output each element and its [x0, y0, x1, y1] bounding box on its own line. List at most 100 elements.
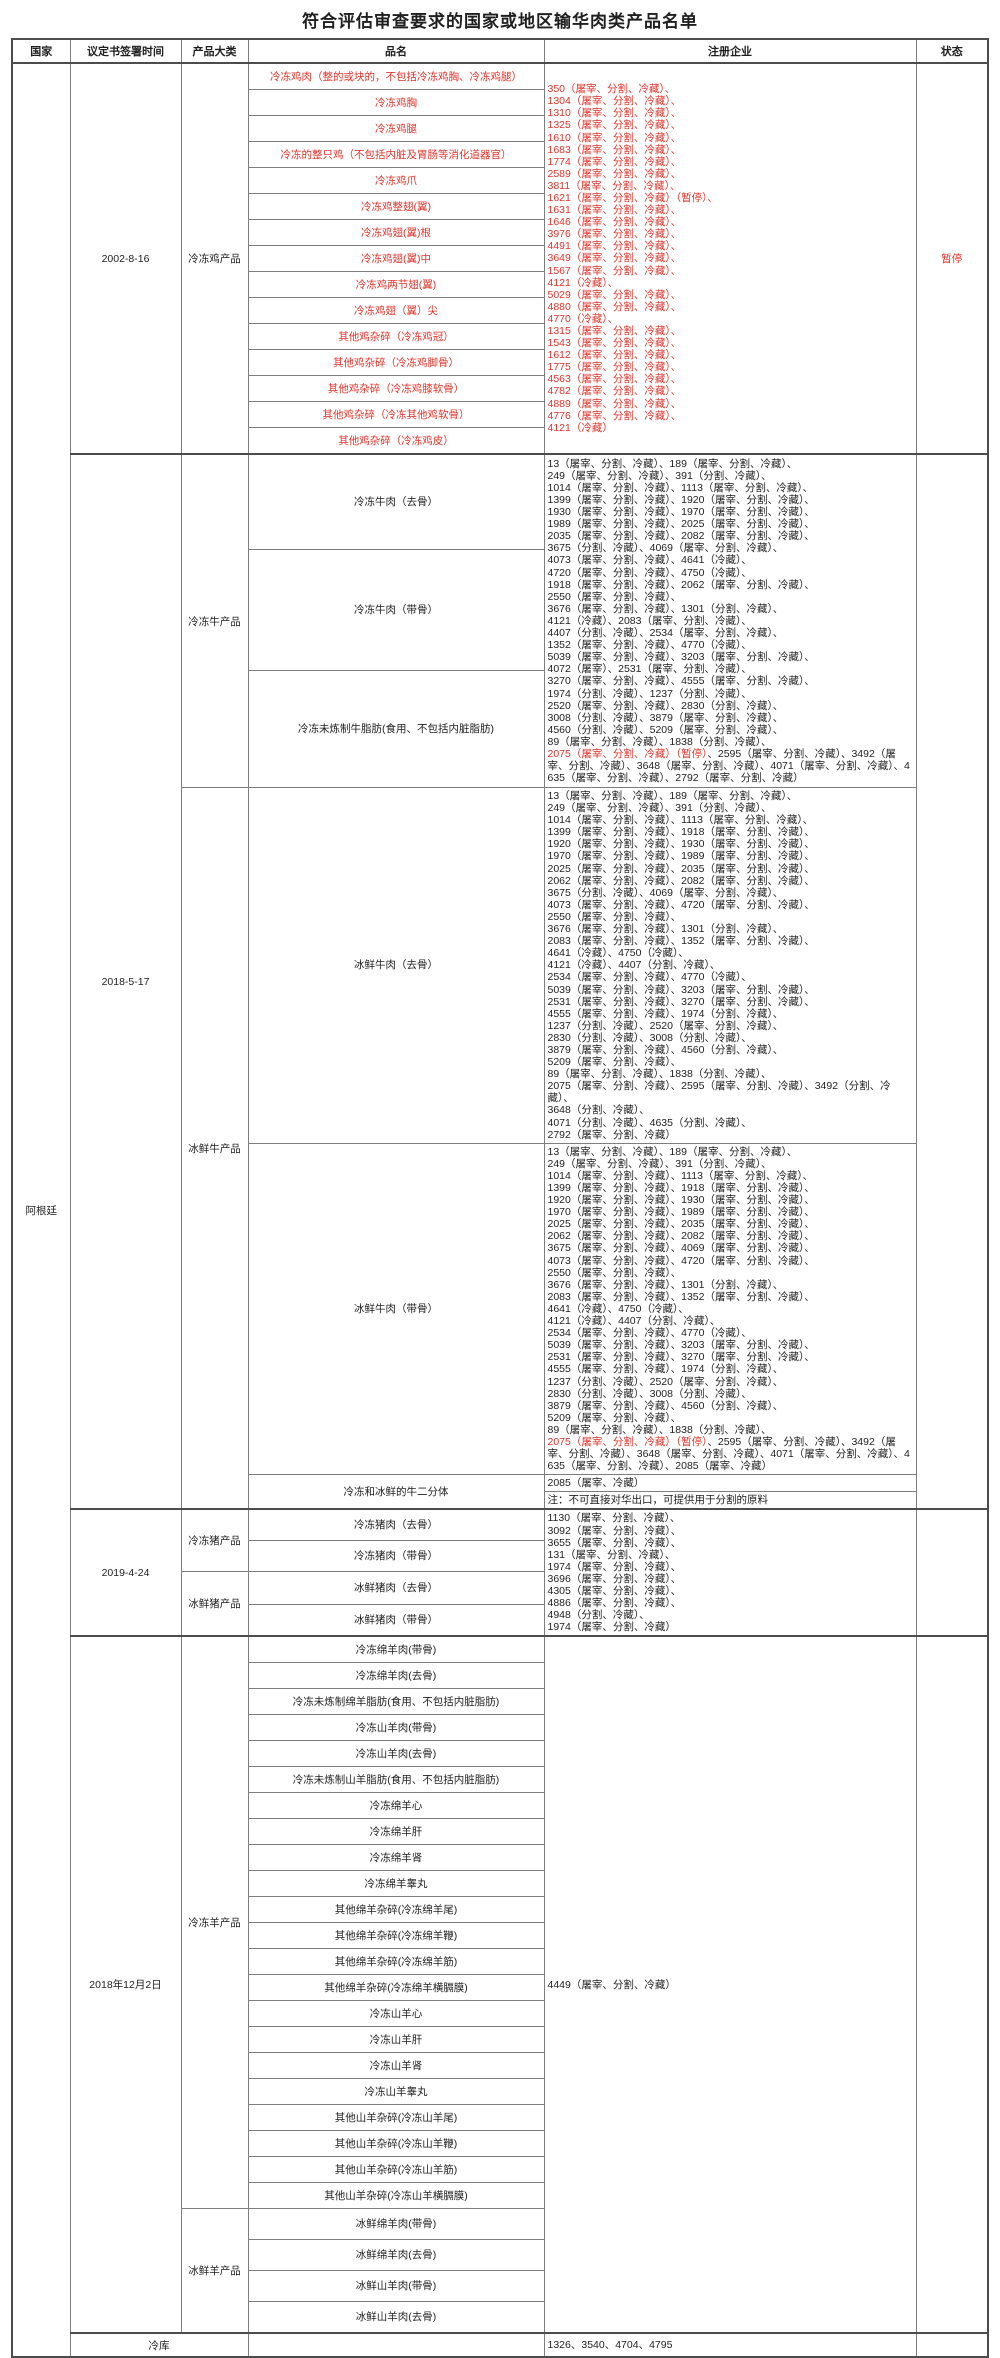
date-cell: 2018-5-17	[69, 452, 182, 1510]
product-name-cell: 其他鸡杂碎（冷冻鸡皮）	[247, 427, 545, 455]
product-name-cell: 冷冻绵羊肉(去骨)	[247, 1662, 545, 1690]
product-name-cell: 冷冻未炼制山羊脂肪(食用、不包括内脏脂肪)	[247, 1766, 545, 1794]
column-header: 状态	[915, 38, 989, 64]
product-name-cell: 其他绵羊杂碎(冷冻绵羊鞭)	[247, 1922, 545, 1950]
table-row: 其他绵羊杂碎(冷冻绵羊筋)	[12, 1948, 988, 1976]
enterprise-cell: 13（屠宰、分割、冷藏）、189（屠宰、分割、冷藏）、 249（屠宰、分割、冷藏…	[543, 1142, 917, 1476]
category-cell: 冰鲜羊产品	[180, 2208, 249, 2334]
category-cell: 冷冻猪产品	[180, 1508, 249, 1573]
product-name-cell: 冷冻未炼制绵羊脂肪(食用、不包括内脏脂肪)	[247, 1688, 545, 1716]
table-row: 冰鲜牛肉（带骨） 13（屠宰、分割、冷藏）、189（屠宰、分割、冷藏）、 249（…	[12, 1142, 988, 1476]
table-row: 2019-4-24 冷冻猪产品 冷冻猪肉（去骨） 1130（屠宰、分割、冷藏）、 30…	[12, 1508, 989, 1637]
product-name-cell: 冷冻未炼制牛脂肪(食用、不包括内脏脂肪)	[247, 670, 545, 788]
product-name-cell: 其他鸡杂碎（冷冻其他鸡软骨）	[247, 401, 545, 428]
enterprise-text: 2085（屠宰、冷藏）	[547, 1477, 645, 1490]
product-name-cell: 冷冻绵羊心	[247, 1792, 545, 1820]
product-name-cell: 其他山羊杂碎(冷冻山羊筋)	[247, 2156, 545, 2184]
products-table: 国家 议定书签署时间 产品大类 品名 注册企业 状态 阿根廷 2002-8-16 冷冻鸡产品冷…	[11, 38, 989, 2358]
table-row: 其他山羊杂碎(冷冻山羊筋)	[12, 2156, 988, 2184]
enterprise-text: 、2595（屠宰、分割、冷藏）、3492（屠宰、分割、冷藏）、3648（屠宰、分…	[547, 1435, 910, 1473]
product-name-cell: 冰鲜猪肉（带骨）	[247, 1604, 545, 1637]
status-cell	[915, 1508, 989, 1637]
table-header: 国家 议定书签署时间 产品大类 品名 注册企业 状态	[11, 38, 989, 64]
enterprise-cell: 1130（屠宰、分割、冷藏）、 3092（屠宰、分割、冷藏）、 3655（屠宰、…	[543, 1508, 917, 1637]
enterprise-cell: 注：不可直接对华出口，可提供用于分割的原料	[543, 1491, 917, 1510]
table-row: 其他绵羊杂碎(冷冻绵羊横膈膜)	[12, 1974, 988, 2002]
table-row: 冰鲜猪产品 冰鲜猪肉（去骨）	[12, 1571, 988, 1637]
table-row: 阿根廷 2002-8-16 冷冻鸡产品 冷冻鸡肉（整的或块的，不包括冷冻鸡胸、冷冻鸡腿…	[11, 61, 989, 2358]
table-row: 冷冻和冰鲜的牛二分体 2085（屠宰、冷藏）	[12, 1474, 988, 1510]
category-cell: 冰鲜牛产品	[180, 787, 249, 1510]
column-header: 产品大类	[180, 38, 249, 64]
product-name-cell: 冰鲜牛肉（带骨）	[247, 1142, 545, 1476]
enterprise-cell: 13（屠宰、分割、冷藏）、189（屠宰、分割、冷藏）、 249（屠宰、分割、冷藏…	[543, 453, 917, 788]
table-row: 其他鸡杂碎（冷冻鸡脚骨）	[12, 349, 988, 376]
column-header: 国家	[11, 38, 71, 64]
product-name-cell: 冰鲜猪肉（去骨）	[247, 1571, 545, 1606]
table-row: 冷冻鸡爪	[12, 167, 988, 194]
product-name-cell: 冷冻山羊睾丸	[247, 2078, 545, 2106]
enterprise-text: 1130（屠宰、分割、冷藏）、 3092（屠宰、分割、冷藏）、 3655（屠宰、…	[547, 1512, 682, 1634]
enterprise-text: 13（屠宰、分割、冷藏）、189（屠宰、分割、冷藏）、 249（屠宰、分割、冷藏…	[547, 790, 891, 1141]
table-row: 冷冻绵羊心	[12, 1792, 988, 1820]
product-name-cell: 冷冻山羊肝	[247, 2026, 545, 2054]
country-cell: 阿根廷	[11, 61, 71, 2358]
table-row: 冷冻鸡两节翅(翼)	[12, 271, 988, 298]
product-name-cell: 冷冻鸡两节翅(翼)	[247, 271, 545, 298]
enterprise-text: 350（屠宰、分割、冷藏）、 1304（屠宰、分割、冷藏）、 1310（屠宰、分…	[547, 83, 718, 434]
enterprise-cell: 2085（屠宰、冷藏）	[543, 1474, 917, 1493]
product-name-cell: 冷冻牛肉（带骨）	[247, 549, 545, 671]
enterprise-text: 2075（屠宰、分割、冷藏）（暂停）	[547, 1435, 708, 1448]
table-row: 2018年12月2日 冷冻羊产品 冷冻绵羊肉(带骨) 4449（屠宰、分割、冷藏）	[12, 1635, 989, 2334]
product-name-cell: 其他绵羊杂碎(冷冻绵羊横膈膜)	[247, 1974, 545, 2002]
table-row: 冷冻未炼制牛脂肪(食用、不包括内脏脂肪)	[12, 670, 988, 788]
table-row: 冷冻绵羊肉(去骨)	[12, 1662, 988, 1690]
category-cell: 冷冻牛产品	[180, 453, 249, 788]
enterprise-cell: 4449（屠宰、分割、冷藏）	[543, 1635, 917, 2334]
table-row: 冷冻鸡腿	[12, 115, 988, 142]
table-row: 其他鸡杂碎（冷冻鸡皮）	[12, 427, 988, 455]
cold-store-label-cell: 冷库	[69, 2332, 249, 2358]
product-name-cell: 冷冻绵羊肾	[247, 1844, 545, 1872]
table-row: 其他鸡杂碎（冷冻鸡冠）	[12, 323, 988, 350]
table-row: 冰鲜猪肉（带骨）	[12, 1604, 988, 1637]
product-name-cell: 冰鲜山羊肉(去骨)	[247, 2301, 545, 2334]
product-name-cell: 其他绵羊杂碎(冷冻绵羊筋)	[247, 1948, 545, 1976]
product-name-cell: 冷冻鸡胸	[247, 89, 545, 116]
date-cell: 2018年12月2日	[69, 1635, 182, 2334]
product-name-cell: 其他鸡杂碎（冷冻鸡冠）	[247, 323, 545, 350]
table-body: 阿根廷 2002-8-16 冷冻鸡产品 冷冻鸡肉（整的或块的，不包括冷冻鸡胸、冷冻鸡腿…	[11, 61, 989, 2358]
table-row: 其他鸡杂碎（冷冻其他鸡软骨）	[12, 401, 988, 428]
page-title: 符合评估审查要求的国家或地区输华肉类产品名单	[302, 12, 698, 31]
table-row: 冷冻山羊心	[12, 2000, 988, 2028]
product-name-cell: 冷冻绵羊肝	[247, 1818, 545, 1846]
column-header: 品名	[247, 38, 545, 64]
product-name-cell: 冷冻鸡整翅(翼)	[247, 193, 545, 220]
product-name-cell: 冷冻鸡翅(翼)根	[247, 219, 545, 246]
enterprise-text: 2075（屠宰、分割、冷藏）（暂停）	[547, 747, 708, 760]
category-cell: 冷冻鸡产品	[180, 62, 249, 455]
product-name-cell: 冰鲜绵羊肉(去骨)	[247, 2239, 545, 2272]
enterprise-text: 4449（屠宰、分割、冷藏）	[547, 1978, 676, 1991]
product-name-cell: 其他山羊杂碎(冷冻山羊鞭)	[247, 2130, 545, 2158]
product-name-cell: 其他山羊杂碎(冷冻山羊尾)	[247, 2104, 545, 2132]
table-row: 冷冻鸡翅(翼)根	[12, 219, 988, 246]
table-row: 冷冻鸡翅(翼)中	[12, 245, 988, 272]
table-row: 2018-5-17 冷冻牛产品 冷冻牛肉（去骨） 13（屠宰、分割、冷藏）、189（屠…	[12, 452, 989, 1510]
table-row: 冰鲜牛产品 冰鲜牛肉（去骨） 13（屠宰、分割、冷藏）、189（屠宰、分割、冷藏）、…	[12, 787, 988, 1510]
table-row: 其他山羊杂碎(冷冻山羊横膈膜)	[12, 2182, 988, 2210]
product-name-cell	[247, 2332, 545, 2358]
table-row: 冷冻未炼制山羊脂肪(食用、不包括内脏脂肪)	[12, 1766, 988, 1794]
product-name-cell: 冰鲜绵羊肉(带骨)	[247, 2208, 545, 2241]
product-name-cell: 冷冻鸡翅（翼）尖	[247, 297, 545, 324]
table-row: 冷冻绵羊睾丸	[12, 1870, 988, 1898]
enterprise-text: 注：不可直接对华出口，可提供用于分割的原料	[547, 1494, 769, 1507]
product-name-cell: 其他鸡杂碎（冷冻鸡脚骨）	[247, 349, 545, 376]
product-name-cell: 冷冻绵羊睾丸	[247, 1870, 545, 1898]
product-name-cell: 冰鲜牛肉（去骨）	[247, 787, 545, 1144]
product-name-cell: 冷冻的整只鸡（不包括内脏及胃肠等消化道器官）	[247, 141, 545, 168]
status-cell	[915, 452, 989, 1510]
category-cell: 冷冻羊产品	[180, 1635, 249, 2210]
enterprise-cell: 1326、3540、4704、4795	[543, 2332, 917, 2358]
